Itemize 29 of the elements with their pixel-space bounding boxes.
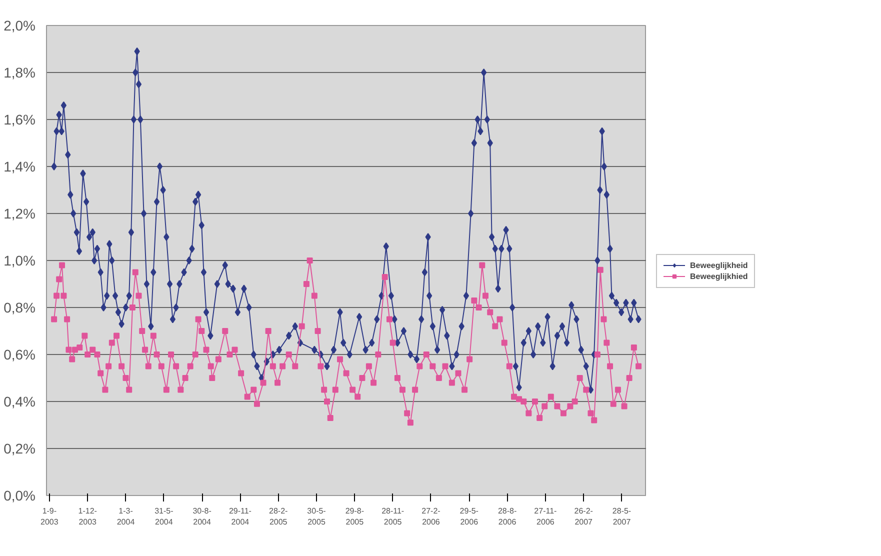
x-tick-label: 28-11-2005 bbox=[382, 506, 404, 526]
y-tick-label: 0,0% bbox=[4, 488, 36, 504]
y-tick-label: 1,4% bbox=[4, 158, 36, 174]
y-tick-label: 0,6% bbox=[4, 346, 36, 362]
x-tick-label: 28-8-2006 bbox=[498, 506, 517, 526]
x-tick-label: 27-2-2006 bbox=[422, 506, 441, 526]
y-tick-label: 1,8% bbox=[4, 64, 36, 80]
legend-label: Beweeglijkheid bbox=[690, 260, 748, 270]
x-tick-label: 1-3-2004 bbox=[116, 506, 136, 526]
x-tick-label: 1-9-2003 bbox=[40, 506, 59, 526]
x-tick-label: 29-11-2004 bbox=[228, 506, 252, 526]
y-tick-label: 1,2% bbox=[4, 206, 36, 222]
x-tick-label: 27-11-2006 bbox=[534, 506, 558, 526]
x-tick-label: 28-5-2007 bbox=[612, 506, 632, 526]
x-tick-label: 28-2-2005 bbox=[269, 506, 288, 526]
y-tick-label: 0,8% bbox=[4, 300, 36, 316]
x-tick-label: 29-8-2005 bbox=[345, 506, 364, 526]
x-tick-label: 30-8-2004 bbox=[192, 506, 212, 526]
x-tick-label: 26-2-2007 bbox=[574, 506, 594, 526]
x-tick-label: 30-5-2005 bbox=[307, 506, 326, 526]
x-tick-label: 1-12-2003 bbox=[78, 506, 98, 526]
x-tick-label: 31-5-2004 bbox=[154, 506, 174, 526]
y-tick-label: 0,2% bbox=[4, 440, 36, 456]
y-tick-label: 0,4% bbox=[4, 394, 36, 410]
y-tick-label: 2,0% bbox=[4, 18, 36, 34]
y-tick-label: 1,6% bbox=[4, 112, 36, 128]
legend-label: Beweeglijkhied bbox=[690, 272, 748, 280]
x-tick-label: 29-5-2006 bbox=[460, 506, 479, 526]
y-tick-label: 1,0% bbox=[4, 252, 36, 268]
